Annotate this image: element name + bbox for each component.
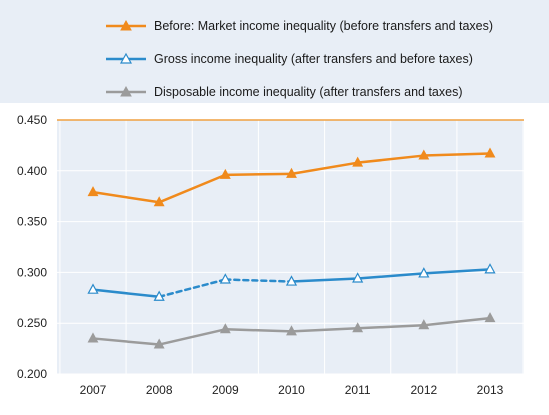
legend-label-disposable: Disposable income inequality (after tran… [154,85,463,99]
series-gross-line-segment [91,288,161,299]
legend-marker-gross [106,52,146,64]
y-tick-label: 0.300 [17,265,47,279]
x-tick-label: 2008 [146,383,173,397]
series-market-point [418,149,430,160]
x-tick-label: 2007 [80,383,107,397]
series-market-point [484,147,496,158]
y-tick-label: 0.200 [17,367,47,381]
series-gross-point [484,263,496,274]
series-gross-point [87,283,99,294]
legend-item-market: Before: Market income inequality (before… [104,18,493,34]
plot-area: 0.200 0.250 0.300 0.350 0.400 0.450 2007 2008 20… [17,113,524,397]
series-disposable-point [418,319,430,330]
series-disposable-point [219,323,231,334]
series-gross-point [153,290,165,301]
legend-item-disposable: Disposable income inequality (after tran… [104,84,462,100]
y-tick-label: 0.250 [17,316,47,330]
series-market-line-segment [157,173,227,204]
legend-marker-market [106,19,146,31]
y-tick-label: 0.350 [17,215,47,229]
series-disposable-line-segment [157,328,227,346]
series-market-point [87,186,99,197]
series-market-line-segment [290,161,359,176]
series-disposable-point [286,325,297,336]
series-disposable-point [87,332,99,343]
series-gross-line-segment [290,277,359,283]
legend-label-market: Before: Market income inequality (before… [154,19,494,33]
plot-background [57,120,524,374]
series-disposable-point [484,312,496,323]
series-gross-line-segment [422,268,492,275]
series-gross-point [219,273,231,284]
series-disposable-line-segment [290,327,359,333]
series-disposable-point [352,322,364,333]
y-tick-label: 0.450 [17,113,47,127]
series-market-point [286,167,297,178]
series-market-point [219,168,231,179]
series-market-line-segment [91,190,161,204]
series-gross-point [352,272,364,283]
series-gross-point [285,275,298,286]
x-tick-label: 2013 [477,383,504,397]
series-gross-line-segment [224,278,293,283]
x-tick-label: 2012 [410,383,437,397]
legend: Before: Market income inequality (before… [0,0,549,103]
series-disposable-line-segment [224,328,293,333]
series-disposable-point [153,338,165,349]
series-market-line-segment [224,172,293,177]
x-tick-label: 2009 [212,383,239,397]
series-gross-line-segment [356,272,426,280]
legend-item-gross: Gross income inequality (after transfers… [104,51,473,67]
y-tick-label: 0.400 [17,164,47,178]
series-market-point [153,196,165,207]
x-tick-label: 2010 [278,383,305,397]
series-market-point [352,156,364,167]
x-tick-label: 2011 [345,383,371,397]
series-market-line-segment [422,152,492,157]
series-disposable-line-segment [422,316,492,327]
series-disposable-line-segment [356,323,426,330]
series-market-line-segment [356,154,426,164]
series-gross-point [418,267,430,278]
series-gross-line-segment [157,278,227,299]
legend-marker-disposable [106,85,146,97]
series-disposable-line-segment [91,337,161,346]
legend-label-gross: Gross income inequality (after transfers… [154,52,473,66]
